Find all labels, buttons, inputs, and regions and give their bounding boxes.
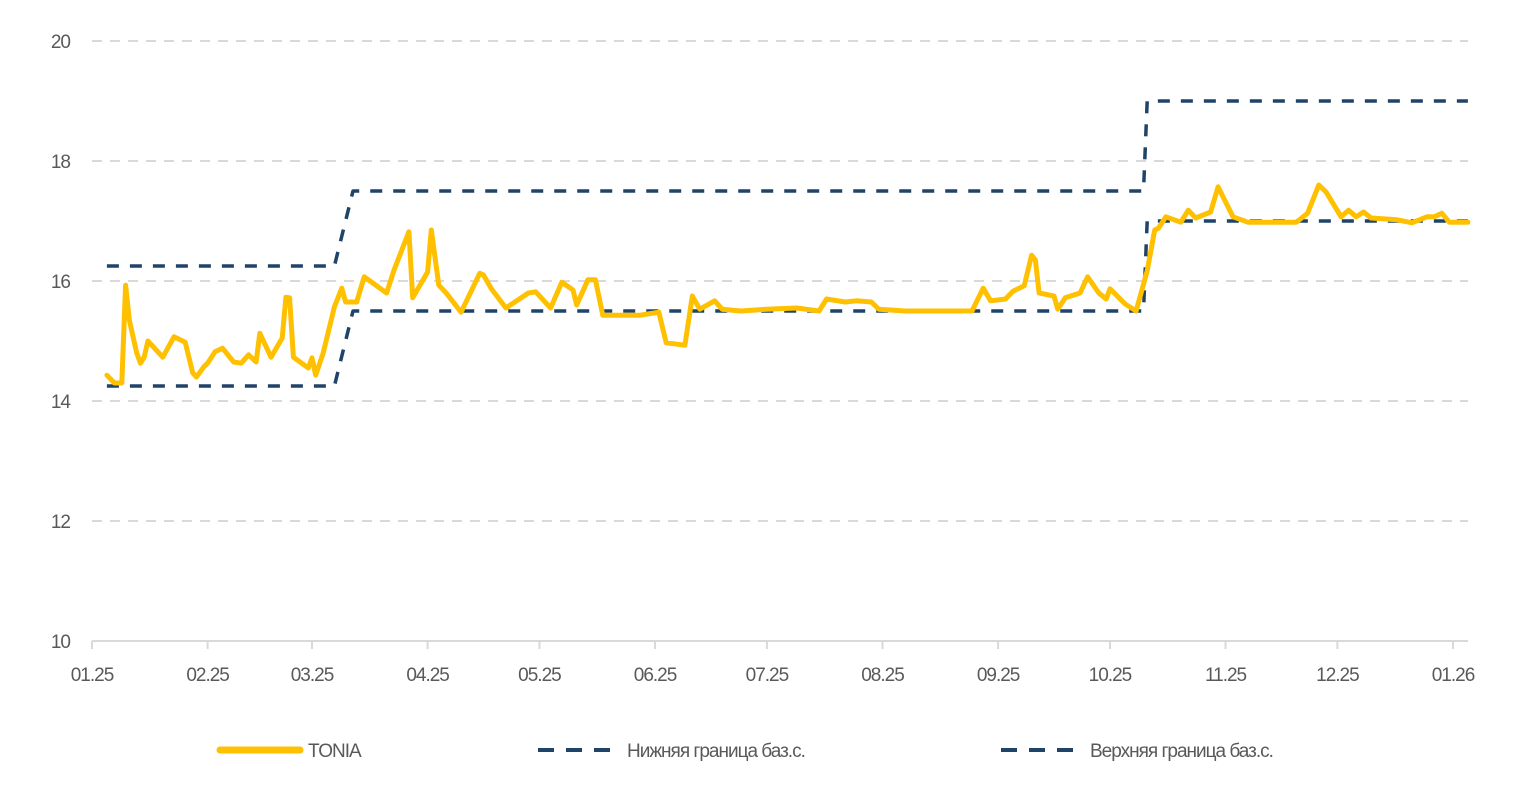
- x-tick-label: 10.25: [1089, 665, 1132, 686]
- legend: TONIA Нижняя граница баз.с. Верхняя границ…: [216, 741, 1274, 762]
- legend-label-2: Верхняя граница баз.с.: [1090, 741, 1273, 762]
- x-tick-label: 05.25: [518, 665, 561, 686]
- y-tick-label: 20: [51, 32, 71, 53]
- series-line-2: [106, 99, 1468, 268]
- y-tick-label: 12: [51, 512, 71, 533]
- y-tick-label: 10: [51, 632, 71, 653]
- gridlines: [92, 40, 1468, 522]
- x-tick-label: 07.25: [746, 665, 789, 686]
- series-line-0: [104, 182, 1471, 386]
- x-tick-label: 01.26: [1432, 665, 1475, 686]
- y-tick-label: 18: [51, 152, 71, 173]
- x-tick-label: 02.25: [186, 665, 229, 686]
- x-tick-label: 08.25: [861, 665, 904, 686]
- x-tick-label: 12.25: [1316, 665, 1359, 686]
- series-lines: [104, 99, 1471, 388]
- x-tick-label: 11.25: [1205, 665, 1247, 686]
- x-tick-label: 01.25: [71, 665, 114, 686]
- x-tick-label: 03.25: [291, 665, 334, 686]
- x-tick-label: 04.25: [406, 665, 449, 686]
- legend-label-1: Нижняя граница баз.с.: [627, 741, 805, 762]
- legend-label-0: TONIA: [308, 741, 362, 762]
- x-tick-label: 06.25: [634, 665, 677, 686]
- x-tick-label: 09.25: [977, 665, 1020, 686]
- x-axis: 01.25 02.25 03.25 04.25 05.25 06.25 07.25 08.25…: [71, 640, 1476, 686]
- y-axis: 10 12 14 16 18 20: [51, 32, 73, 653]
- y-tick-label: 16: [51, 272, 71, 293]
- y-tick-label: 14: [51, 392, 72, 413]
